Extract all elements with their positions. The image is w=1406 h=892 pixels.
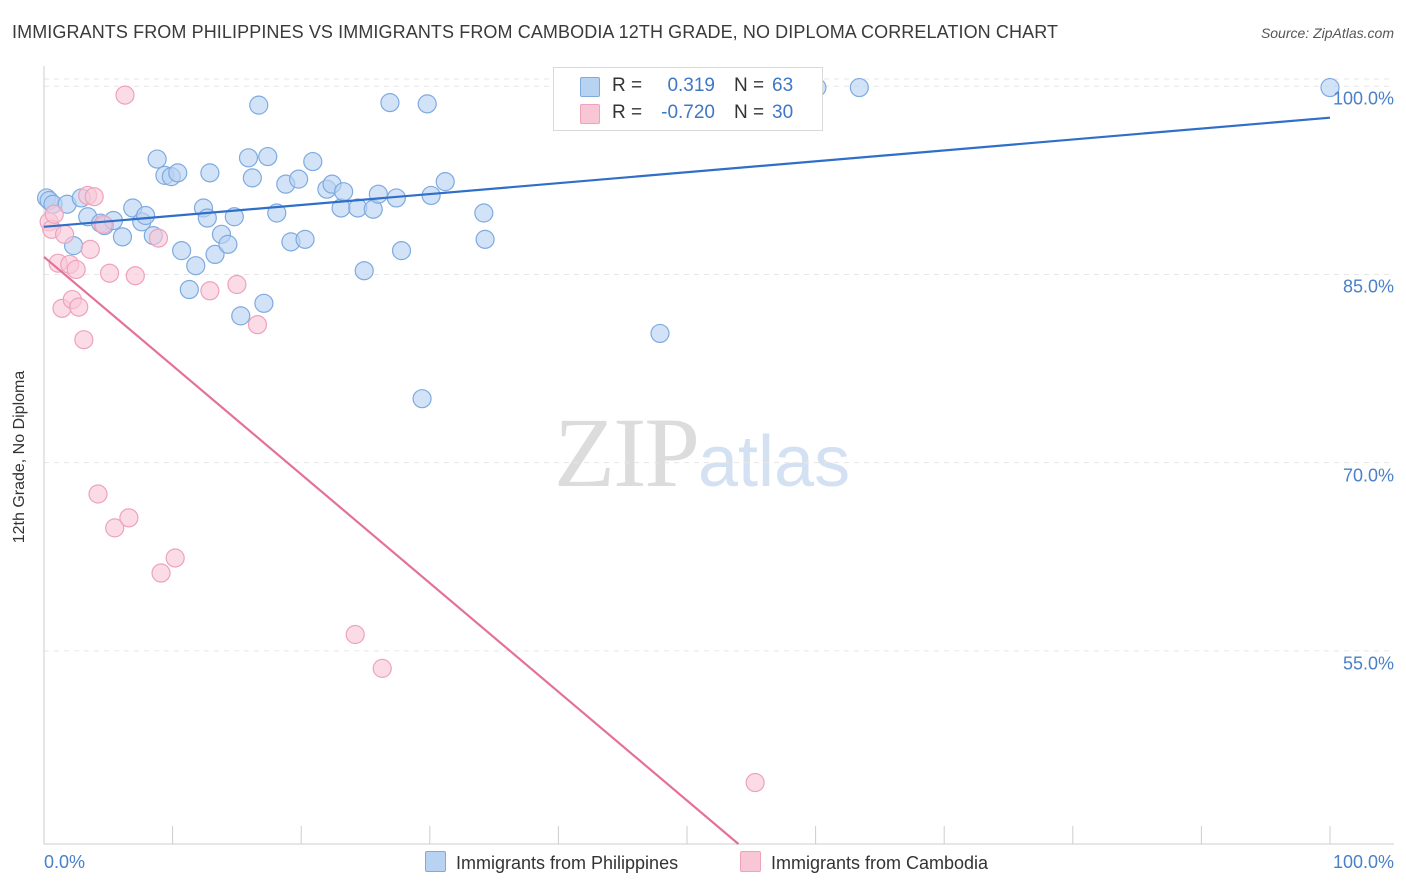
watermark-zip: ZIP [554, 397, 700, 508]
bottom-legend-swatch-philippines [425, 851, 446, 872]
data-point-cambodia [165, 548, 185, 568]
data-point-philippines [475, 229, 495, 249]
data-point-cambodia [227, 274, 247, 295]
data-point-philippines [238, 148, 259, 168]
data-point-philippines [231, 306, 251, 326]
y-tick-label: 100.0% [1332, 88, 1394, 109]
trend-line-philippines [43, 116, 1331, 228]
legend-swatch-philippines [580, 77, 600, 97]
legend-r-label: R = [612, 102, 643, 123]
data-point-philippines [474, 203, 494, 223]
legend-n-label: N = [734, 102, 765, 123]
y-tick-label: 55.0% [1342, 653, 1394, 674]
data-point-cambodia [84, 187, 104, 207]
data-point-cambodia [54, 224, 75, 244]
data-point-philippines [380, 93, 400, 113]
trend-lines [43, 116, 1331, 845]
source-credit: Source: ZipAtlas.com [1260, 25, 1394, 41]
bottom-legend-philippines: Immigrants from Philippines [425, 851, 678, 877]
data-point-philippines [254, 293, 274, 313]
data-point-philippines [334, 182, 354, 202]
y-tick-label: 70.0% [1342, 465, 1394, 486]
data-point-philippines [368, 184, 388, 204]
data-point-cambodia [119, 508, 139, 528]
bottom-legend-swatch-cambodia [740, 851, 761, 872]
data-point-cambodia [745, 772, 765, 793]
data-point-cambodia [115, 85, 135, 105]
legend-n-value: 63 [772, 75, 794, 96]
data-point-philippines [412, 389, 432, 409]
data-point-cambodia [66, 259, 86, 280]
data-point-philippines [224, 207, 244, 227]
data-point-philippines [417, 94, 437, 114]
data-point-cambodia [69, 297, 89, 317]
data-point-philippines [303, 151, 323, 172]
data-point-philippines [179, 279, 199, 300]
watermark: ZIPatlas [554, 402, 850, 503]
data-point-cambodia [125, 266, 145, 286]
data-point-philippines [249, 95, 269, 115]
data-points [36, 77, 1340, 793]
legend-r-label: R = [612, 75, 643, 96]
data-point-cambodia [151, 563, 171, 583]
legend-r-value: 0.319 [667, 75, 715, 96]
bottom-legend-cambodia: Immigrants from Cambodia [740, 851, 988, 877]
legend: R = 0.319 N = 63 R = -0.720 N = 30 [553, 67, 823, 131]
data-point-philippines [168, 163, 188, 183]
data-point-philippines [849, 77, 869, 98]
x-tick-label-min: 0.0% [44, 852, 86, 872]
data-point-cambodia [80, 239, 100, 259]
legend-n-value: 30 [772, 102, 794, 123]
data-point-philippines [391, 241, 412, 261]
data-point-cambodia [93, 214, 113, 234]
data-point-philippines [354, 261, 374, 281]
data-point-philippines [172, 241, 192, 261]
data-point-cambodia [99, 263, 120, 283]
data-point-philippines [147, 149, 167, 169]
data-point-philippines [200, 163, 220, 183]
data-point-cambodia [44, 204, 64, 224]
data-point-cambodia [200, 281, 220, 301]
data-point-cambodia [372, 658, 392, 678]
data-point-philippines [242, 168, 262, 188]
trend-line-cambodia [43, 256, 740, 845]
data-point-philippines [135, 205, 156, 226]
y-axis-label: 12th Grade, No Diploma [11, 370, 28, 544]
legend-swatch-cambodia [580, 104, 600, 124]
data-point-philippines [289, 169, 309, 189]
data-point-philippines [650, 323, 670, 344]
data-point-philippines [186, 256, 206, 276]
chart-title: IMMIGRANTS FROM PHILIPPINES VS IMMIGRANT… [12, 22, 1059, 42]
x-tick-label-max: 100.0% [1332, 852, 1394, 872]
data-point-cambodia [247, 315, 268, 335]
legend-n-label: N = [734, 75, 765, 96]
data-point-philippines [112, 227, 133, 247]
data-point-cambodia [105, 518, 125, 538]
data-point-cambodia [148, 228, 169, 248]
bottom-legend-label-philippines: Immigrants from Philippines [456, 853, 679, 873]
data-point-philippines [218, 234, 238, 254]
data-point-cambodia [74, 330, 94, 350]
data-point-philippines [295, 229, 315, 249]
data-point-cambodia [345, 624, 365, 645]
bottom-legend-label-cambodia: Immigrants from Cambodia [771, 853, 989, 873]
data-point-philippines [205, 244, 225, 265]
data-point-cambodia [88, 484, 108, 504]
legend-r-value: -0.720 [661, 102, 715, 123]
data-point-philippines [435, 172, 455, 192]
data-point-philippines [1320, 77, 1340, 98]
watermark-atlas: atlas [698, 422, 851, 502]
data-point-philippines [258, 146, 278, 167]
y-tick-label: 85.0% [1342, 276, 1394, 297]
